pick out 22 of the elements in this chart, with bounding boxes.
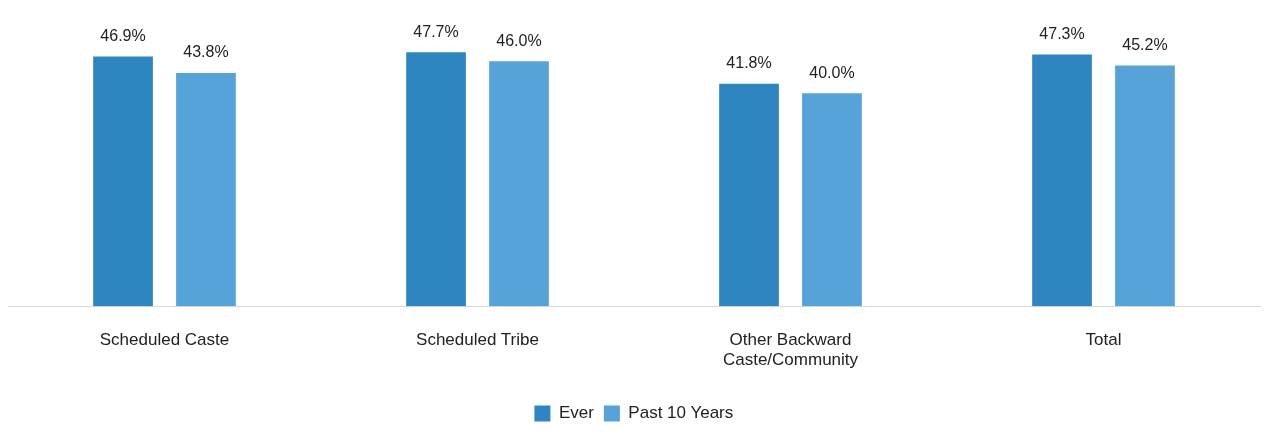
bar (719, 83, 779, 307)
bar (406, 52, 466, 307)
bar (1032, 54, 1092, 307)
legend-label: Ever (558, 403, 595, 423)
data-label: 46.0% (496, 31, 542, 49)
data-label: 40.0% (809, 63, 855, 81)
x-tick-label: Scheduled Tribe (416, 330, 539, 350)
bar (93, 56, 153, 307)
bar (489, 61, 549, 307)
x-tick-label: Other Backward Caste/Community (722, 330, 859, 370)
data-label: 43.8% (183, 43, 229, 61)
x-tick-label: Total (1085, 330, 1122, 350)
bar (802, 93, 862, 307)
data-label: 47.3% (1039, 24, 1085, 42)
data-label: 46.9% (100, 26, 146, 44)
x-tick-label: Scheduled Caste (99, 330, 230, 350)
data-label: 41.8% (726, 54, 772, 72)
legend-label: Past 10 Years (628, 403, 734, 423)
bar (1115, 65, 1175, 307)
data-label: 47.7% (413, 22, 459, 40)
data-label: 45.2% (1122, 35, 1168, 53)
bar (176, 73, 236, 307)
